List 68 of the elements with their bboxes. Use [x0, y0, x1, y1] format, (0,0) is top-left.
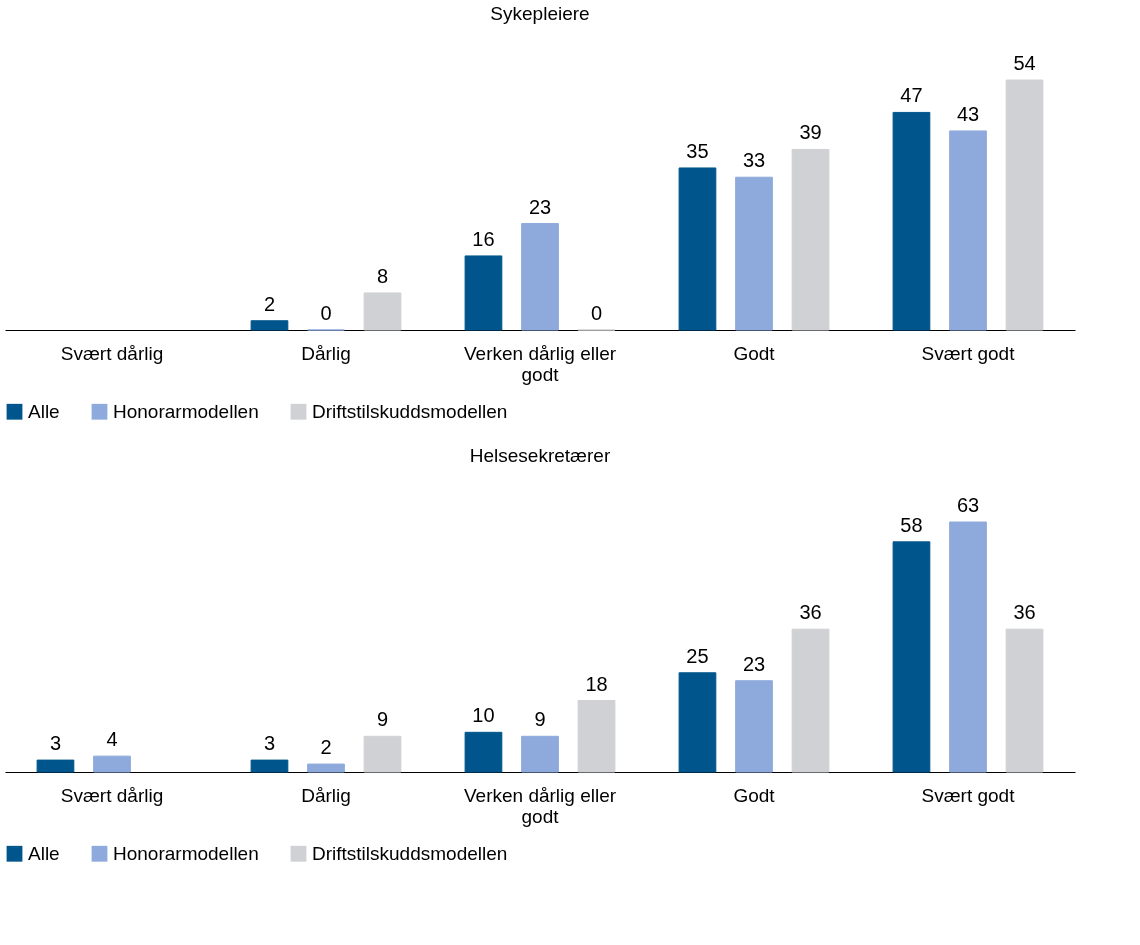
- data-label: 9: [376, 708, 389, 731]
- bar: [892, 111, 931, 331]
- legend-label: Honorarmodellen: [113, 842, 259, 864]
- bar: [735, 176, 773, 331]
- bar: [577, 700, 616, 773]
- legend-label: Alle: [28, 842, 60, 864]
- data-label: 54: [1013, 52, 1036, 74]
- x-tick-label: Svært godt: [921, 342, 1016, 364]
- data-label: 18: [585, 672, 608, 695]
- data-label: 33: [742, 149, 766, 172]
- data-label: 9: [534, 708, 546, 731]
- chart-title: Sykepleiere: [490, 3, 590, 24]
- bar: [791, 628, 830, 773]
- data-label: 23: [742, 652, 766, 675]
- x-tick-label: Dårlig: [301, 784, 351, 806]
- legend-label: Driftstilskuddsmodellen: [312, 400, 508, 422]
- data-label: 4: [106, 728, 118, 751]
- data-label: 2: [320, 736, 332, 759]
- bar: [464, 731, 503, 773]
- bar: [735, 680, 773, 773]
- data-label: 25: [686, 644, 709, 667]
- bar: [791, 148, 830, 331]
- x-tick-label: Svært dårlig: [60, 784, 164, 806]
- x-tick-label: Verken dårlig eller godt: [463, 784, 617, 827]
- data-label: 8: [376, 264, 389, 287]
- data-label: 63: [956, 494, 980, 516]
- bar: [1005, 79, 1044, 331]
- data-label: 36: [799, 601, 822, 624]
- x-tick-label: Svært godt: [921, 784, 1016, 806]
- data-label: 2: [263, 292, 276, 315]
- bar: [521, 735, 559, 773]
- bar: [93, 755, 131, 773]
- data-label: 43: [956, 102, 980, 125]
- bar: [949, 521, 987, 773]
- data-label: 35: [686, 139, 709, 162]
- bar: [307, 763, 345, 773]
- bar: [250, 759, 289, 773]
- data-label: 10: [472, 704, 495, 727]
- bar: [250, 320, 289, 331]
- bar: [892, 541, 931, 773]
- data-label: 58: [900, 513, 923, 536]
- chart-title: Helsesekretærer: [469, 445, 611, 466]
- x-tick-label: Svært dårlig: [60, 342, 164, 364]
- data-label: 47: [900, 84, 923, 107]
- data-label: 3: [263, 732, 276, 755]
- data-label: 16: [472, 227, 495, 250]
- bar: [36, 759, 75, 773]
- x-tick-label: Dårlig: [301, 342, 351, 364]
- bar: [678, 167, 717, 331]
- x-tick-label: Godt: [733, 342, 776, 364]
- bar: [363, 735, 402, 773]
- data-label: 3: [49, 732, 62, 755]
- bar: [464, 255, 503, 331]
- legend-label: Alle: [28, 400, 60, 422]
- x-tick-label: Verken dårlig eller godt: [463, 342, 617, 385]
- bar: [363, 292, 402, 331]
- x-tick-label: Godt: [733, 784, 776, 806]
- data-label: 0: [590, 302, 603, 324]
- data-label: 0: [320, 302, 332, 324]
- data-label: 23: [528, 195, 552, 218]
- legend-label: Honorarmodellen: [113, 400, 259, 422]
- data-label: 36: [1013, 601, 1036, 624]
- legend-label: Driftstilskuddsmodellen: [312, 842, 508, 864]
- bar: [678, 672, 717, 773]
- bar: [1005, 628, 1044, 773]
- bar: [521, 223, 559, 331]
- bar: [949, 130, 987, 331]
- data-label: 39: [799, 121, 822, 144]
